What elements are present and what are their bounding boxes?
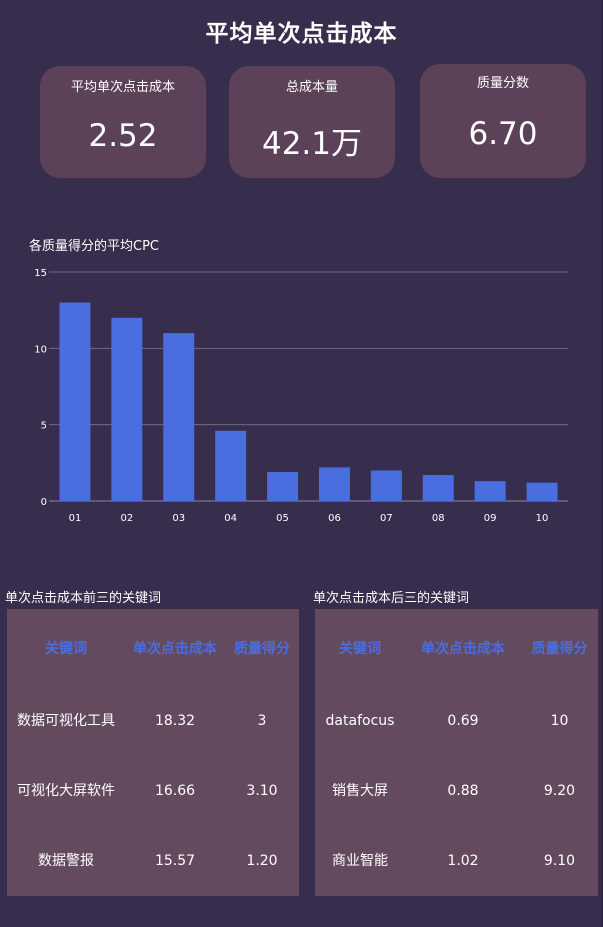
bar bbox=[59, 302, 91, 501]
cell-quality: 3 bbox=[257, 713, 267, 729]
kpi-card-avg-cpc: 平均单次点击成本 2.52 bbox=[40, 66, 206, 178]
kpi-value: 2.52 bbox=[88, 118, 158, 154]
x-tick-label: 05 bbox=[276, 513, 289, 524]
top3-keyword-table: 关键词 单次点击成本 质量得分 数据可视化工具 18.32 3 可视化大屏软件 … bbox=[7, 609, 299, 896]
x-tick-label: 08 bbox=[432, 513, 445, 524]
cell-keyword: 数据可视化工具 bbox=[17, 713, 115, 729]
bar bbox=[422, 475, 454, 501]
x-tick-label: 01 bbox=[69, 513, 82, 524]
cell-cpc: 18.32 bbox=[154, 713, 196, 729]
table-caption-bottom3: 单次点击成本后三的关键词 bbox=[313, 591, 470, 606]
cell-keyword: 数据警报 bbox=[38, 853, 94, 869]
table-header-row: 关键词 单次点击成本 质量得分 bbox=[315, 629, 598, 669]
chart-title: 各质量得分的平均CPC bbox=[29, 239, 159, 254]
x-tick-label: 06 bbox=[328, 513, 341, 524]
bar bbox=[474, 481, 506, 501]
cell-cpc: 16.66 bbox=[154, 783, 196, 799]
cell-keyword: 可视化大屏软件 bbox=[17, 783, 115, 799]
table-row: 数据警报 15.57 1.20 bbox=[7, 841, 299, 881]
page-edge bbox=[601, 0, 603, 927]
cell-quality: 3.10 bbox=[246, 783, 278, 799]
x-tick-label: 04 bbox=[224, 513, 237, 524]
kpi-value: 42.1万 bbox=[261, 126, 363, 162]
cell-keyword: 商业智能 bbox=[332, 853, 388, 869]
header-cpc: 单次点击成本 bbox=[133, 641, 217, 657]
x-tick-label: 07 bbox=[380, 513, 393, 524]
x-tick-label: 03 bbox=[172, 513, 185, 524]
header-keyword: 关键词 bbox=[339, 641, 381, 657]
y-tick-label: 5 bbox=[41, 421, 47, 432]
cell-quality: 10 bbox=[550, 713, 569, 729]
table-row: 销售大屏 0.88 9.20 bbox=[315, 771, 598, 811]
kpi-card-quality-score: 质量分数 6.70 bbox=[420, 64, 586, 178]
cell-keyword: datafocus bbox=[325, 713, 395, 729]
table-row: datafocus 0.69 10 bbox=[315, 701, 598, 741]
header-keyword: 关键词 bbox=[45, 641, 87, 657]
table-row: 可视化大屏软件 16.66 3.10 bbox=[7, 771, 299, 811]
y-tick-label: 15 bbox=[34, 268, 47, 279]
kpi-value: 6.70 bbox=[468, 116, 538, 152]
cell-cpc: 15.57 bbox=[154, 853, 196, 869]
bar bbox=[370, 470, 402, 501]
bar bbox=[526, 482, 558, 501]
kpi-label: 平均单次点击成本 bbox=[70, 80, 175, 95]
bar bbox=[318, 467, 350, 501]
bar bbox=[111, 317, 143, 501]
bar bbox=[215, 430, 247, 501]
table-header-row: 关键词 单次点击成本 质量得分 bbox=[7, 629, 299, 669]
cell-keyword: 销售大屏 bbox=[332, 783, 388, 799]
x-tick-label: 10 bbox=[536, 513, 549, 524]
cell-quality: 1.20 bbox=[246, 853, 278, 869]
cell-quality: 9.20 bbox=[543, 783, 576, 799]
header-cpc: 单次点击成本 bbox=[421, 641, 505, 657]
y-tick-label: 10 bbox=[34, 344, 47, 355]
bar bbox=[267, 471, 299, 501]
kpi-label: 质量分数 bbox=[476, 76, 529, 91]
bar bbox=[163, 333, 195, 501]
page-title: 平均单次点击成本 bbox=[205, 21, 398, 47]
header-quality: 质量得分 bbox=[234, 641, 290, 657]
y-tick-label: 0 bbox=[41, 497, 47, 508]
cell-cpc: 1.02 bbox=[447, 853, 479, 869]
kpi-card-total-cost: 总成本量 42.1万 bbox=[229, 66, 395, 178]
cell-cpc: 0.88 bbox=[447, 783, 479, 799]
table-row: 商业智能 1.02 9.10 bbox=[315, 841, 598, 881]
cell-quality: 9.10 bbox=[543, 853, 576, 869]
table-row: 数据可视化工具 18.32 3 bbox=[7, 701, 299, 741]
header-quality: 质量得分 bbox=[531, 641, 588, 657]
x-tick-label: 09 bbox=[484, 513, 497, 524]
cell-cpc: 0.69 bbox=[447, 713, 479, 729]
kpi-label: 总成本量 bbox=[285, 80, 338, 95]
bottom3-keyword-table: 关键词 单次点击成本 质量得分 datafocus 0.69 10 销售大屏 0… bbox=[315, 609, 598, 896]
x-tick-label: 02 bbox=[120, 513, 133, 524]
table-caption-top3: 单次点击成本前三的关键词 bbox=[5, 591, 162, 606]
